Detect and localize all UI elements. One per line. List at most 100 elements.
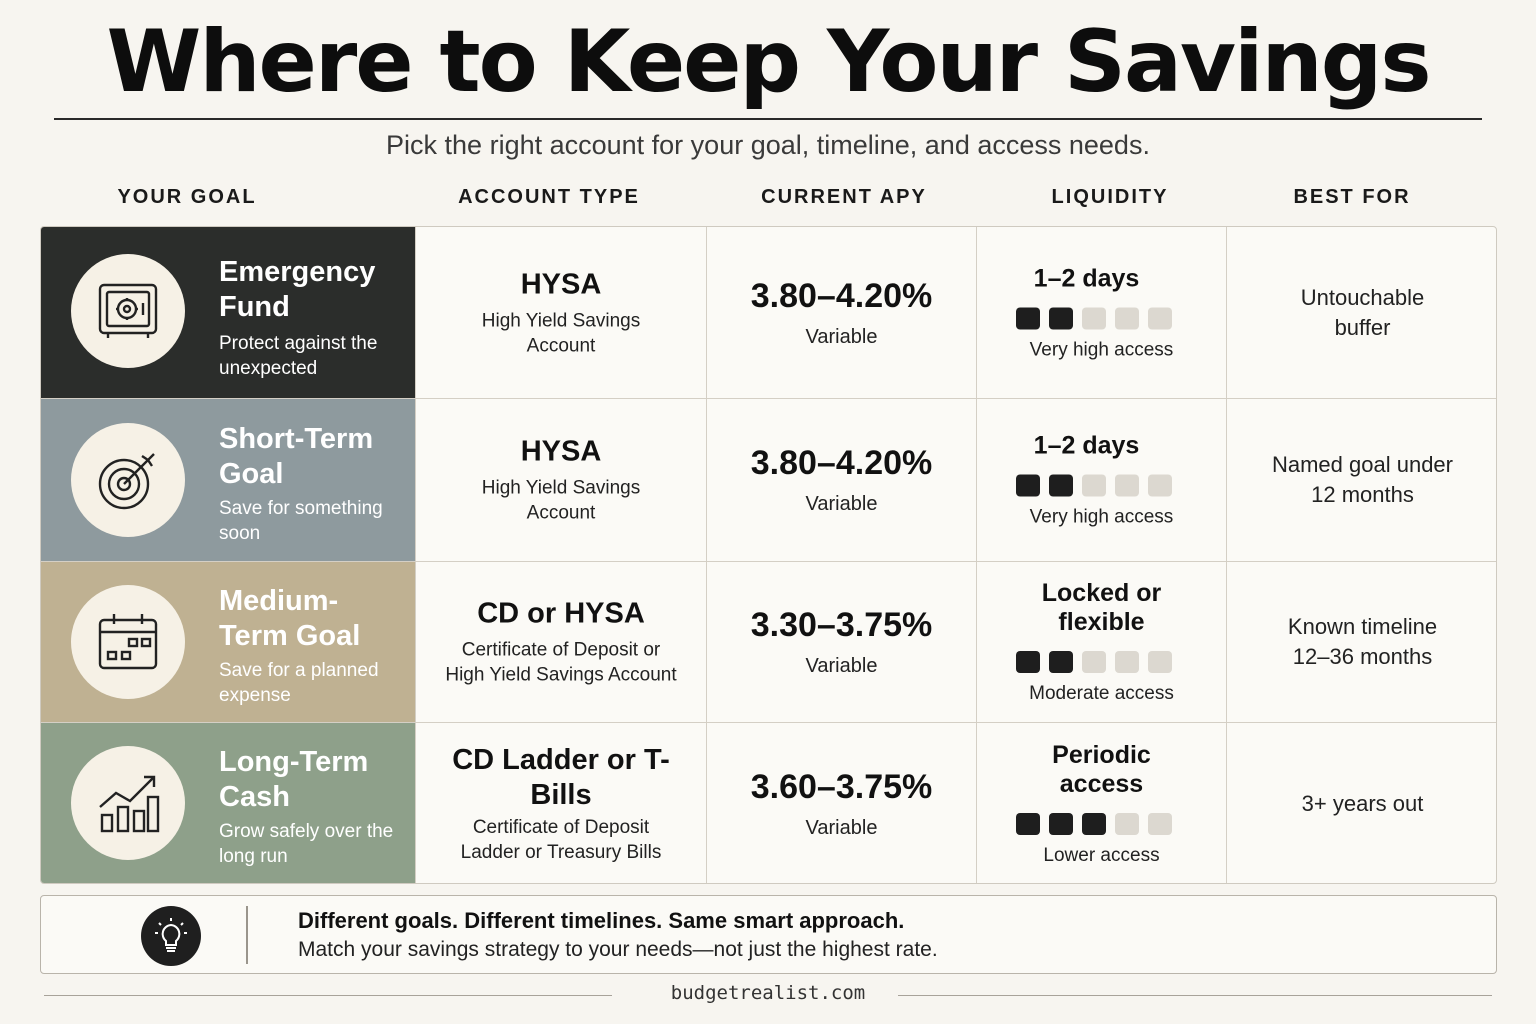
liquidity-meter-segment	[1114, 307, 1139, 329]
liquidity-meter-segment	[1081, 651, 1106, 673]
goal-cell: Emergency Fund Protect against the unexp…	[41, 227, 415, 398]
lightbulb-icon	[141, 906, 201, 966]
liquidity-meter-segment	[1048, 307, 1073, 329]
best-for-text: Known timeline 12–36 months	[1287, 614, 1438, 669]
liquidity-note: Very high access	[1029, 506, 1174, 528]
apy-value: 3.80–4.20%	[750, 444, 933, 482]
goal-description: Save for something soon	[219, 498, 383, 544]
apy-value: 3.30–3.75%	[750, 606, 933, 644]
target-icon	[71, 423, 185, 537]
best-for-cell: Known timeline 12–36 months	[1226, 562, 1496, 722]
goal-description: Protect against the unexpected	[219, 333, 378, 379]
account-type: CD Ladder or T-Bills	[452, 744, 670, 811]
best-for-text: Untouchable buffer	[1300, 284, 1425, 340]
liquidity-meter-segment	[1081, 474, 1106, 497]
page-subtitle: Pick the right account for your goal, ti…	[386, 130, 1150, 160]
column-header-best-for: BEST FOR	[1293, 186, 1411, 208]
liquidity-value: 1–2 days	[1033, 264, 1140, 292]
savings-table: Emergency Fund Protect against the unexp…	[40, 226, 1497, 884]
liquidity-cell: Locked or flexible Moderate access	[976, 562, 1226, 722]
apy-value: 3.80–4.20%	[750, 276, 933, 315]
goal-name: Medium-Term Goal	[219, 585, 361, 652]
liquidity-meter-segment	[1147, 474, 1172, 497]
liquidity-meter-segment	[1081, 307, 1106, 329]
account-type: HYSA	[520, 268, 602, 300]
safe-icon	[71, 254, 185, 368]
liquidity-note: Lower access	[1043, 845, 1160, 866]
liquidity-value: Periodic access	[1052, 741, 1151, 798]
goal-cell: Medium-Term Goal Save for a planned expe…	[41, 562, 415, 722]
calendar-icon	[71, 585, 185, 699]
goal-cell: Short-Term Goal Save for something soon	[41, 399, 415, 561]
liquidity-meter-segment	[1015, 474, 1040, 497]
table-row: Short-Term Goal Save for something soon …	[41, 399, 1496, 562]
table-row: Long-Term Cash Grow safely over the long…	[41, 723, 1496, 883]
callout-headline: Different goals. Different timelines. Sa…	[298, 908, 905, 933]
goal-cell: Long-Term Cash Grow safely over the long…	[41, 723, 415, 883]
page-title: Where to Keep Your Savings	[106, 12, 1431, 112]
goal-description: Save for a planned expense	[219, 660, 379, 706]
liquidity-value: 1–2 days	[1033, 431, 1140, 460]
column-header-account-type: ACCOUNT TYPE	[458, 186, 640, 208]
goal-name: Emergency Fund	[219, 256, 376, 323]
column-header-goal: YOUR GOAL	[117, 186, 257, 208]
liquidity-meter-segment	[1147, 651, 1172, 673]
liquidity-note: Moderate access	[1029, 683, 1174, 704]
account-type-cell: HYSA High Yield Savings Account	[415, 399, 706, 561]
liquidity-meter-segment	[1015, 307, 1040, 329]
table-row: Medium-Term Goal Save for a planned expe…	[41, 562, 1496, 723]
liquidity-meter-segment	[1147, 813, 1172, 835]
best-for-cell: Named goal under 12 months	[1226, 399, 1496, 561]
callout-divider	[246, 906, 248, 964]
liquidity-cell: 1–2 days Very high access	[976, 227, 1226, 398]
footer-rule-right	[898, 995, 1492, 996]
account-type-cell: CD Ladder or T-Bills Certificate of Depo…	[415, 723, 706, 883]
account-type-description: Certificate of Deposit or High Yield Sav…	[445, 639, 677, 686]
liquidity-meter-segment	[1114, 651, 1139, 673]
column-header-liquidity: LIQUIDITY	[1051, 186, 1169, 208]
liquidity-cell: Periodic access Lower access	[976, 723, 1226, 883]
liquidity-meter	[961, 474, 1226, 497]
growth-chart-icon	[71, 746, 185, 860]
liquidity-meter	[1011, 651, 1176, 673]
liquidity-meter-segment	[1015, 813, 1040, 835]
goal-name: Short-Term Goal	[219, 423, 374, 490]
best-for-text: Named goal under 12 months	[1271, 452, 1453, 507]
liquidity-cell: 1–2 days Very high access	[976, 399, 1226, 561]
goal-description: Grow safely over the long run	[219, 821, 394, 867]
account-type-cell: CD or HYSA Certificate of Deposit or Hig…	[415, 562, 706, 722]
liquidity-meter	[961, 307, 1226, 329]
best-for-text: 3+ years out	[1301, 791, 1424, 816]
apy-cell: 3.80–4.20% Variable	[706, 227, 976, 398]
liquidity-meter-segment	[1048, 474, 1073, 497]
liquidity-meter-segment	[1114, 813, 1139, 835]
account-type: CD or HYSA	[477, 597, 645, 630]
liquidity-meter-segment	[1048, 813, 1073, 835]
account-type-description: High Yield Savings Account	[481, 477, 641, 524]
account-type: HYSA	[520, 435, 602, 468]
column-header-apy: CURRENT APY	[761, 186, 927, 208]
liquidity-note: Very high access	[1029, 339, 1174, 360]
apy-note: Variable	[805, 493, 878, 515]
table-row: Emergency Fund Protect against the unexp…	[41, 227, 1496, 399]
site-url[interactable]: budgetrealist.com	[670, 982, 866, 1004]
account-type-description: High Yield Savings Account	[481, 310, 641, 356]
apy-note: Variable	[805, 817, 878, 839]
apy-cell: 3.80–4.20% Variable	[706, 399, 976, 561]
best-for-cell: Untouchable buffer	[1226, 227, 1496, 398]
callout-text: Match your savings strategy to your need…	[298, 938, 938, 961]
liquidity-meter-segment	[1081, 813, 1106, 835]
liquidity-meter-segment	[1114, 474, 1139, 497]
liquidity-meter-segment	[1147, 307, 1172, 329]
goal-name: Long-Term Cash	[219, 746, 369, 813]
liquidity-meter-segment	[1015, 651, 1040, 673]
apy-note: Variable	[805, 655, 878, 677]
apy-value: 3.60–3.75%	[750, 768, 933, 806]
best-for-cell: 3+ years out	[1226, 723, 1496, 883]
liquidity-value: Locked or flexible	[1041, 579, 1162, 636]
apy-note: Variable	[805, 325, 878, 348]
footer-rule-left	[44, 995, 612, 996]
account-type-cell: HYSA High Yield Savings Account	[415, 227, 706, 398]
title-divider	[54, 118, 1482, 120]
tip-callout: Different goals. Different timelines. Sa…	[40, 895, 1497, 974]
